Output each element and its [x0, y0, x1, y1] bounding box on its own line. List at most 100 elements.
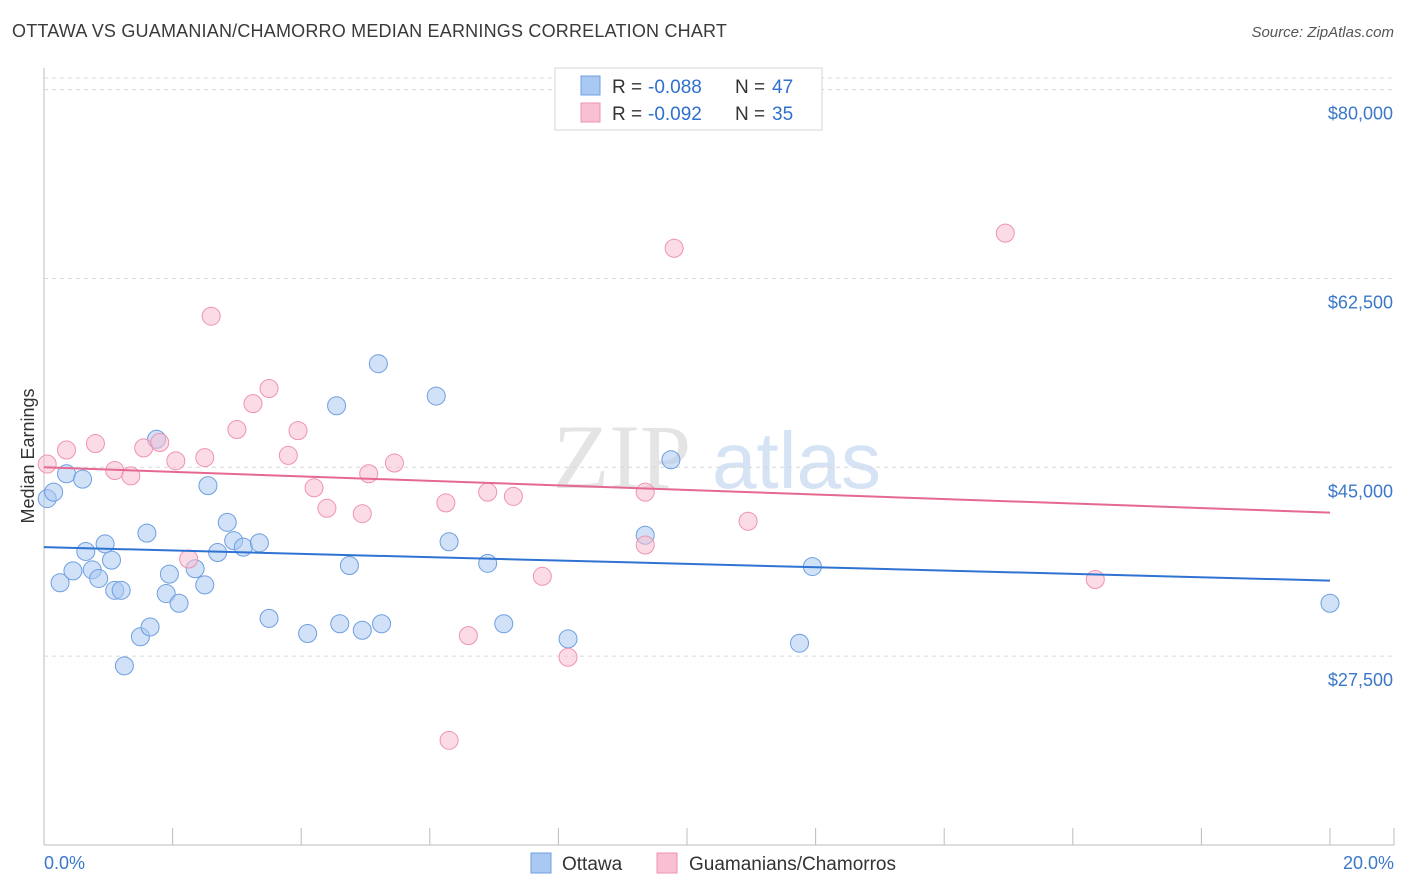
ottawa-point	[372, 614, 392, 634]
legend-n-label-ottawa: N =	[735, 77, 765, 98]
bottom-legend-label-guam: Guamanians/Chamorros	[689, 854, 896, 875]
ottawa-point	[259, 608, 279, 628]
ottawa-point	[44, 482, 64, 502]
chart-title: OTTAWA VS GUAMANIAN/CHAMORRO MEDIAN EARN…	[12, 21, 728, 41]
guamanian-point	[166, 451, 186, 471]
guamanian-point	[503, 486, 523, 506]
ottawa-point	[661, 450, 681, 470]
guamanian-point	[278, 445, 298, 465]
legend-r-value-ottawa: -0.088	[648, 77, 702, 98]
ottawa-point	[159, 564, 179, 584]
ottawa-point	[298, 623, 318, 643]
ottawa-point	[439, 532, 459, 552]
legend-swatch-guam	[580, 102, 601, 123]
ottawa-point	[327, 396, 347, 416]
ottawa-point	[169, 593, 189, 613]
y-tick-label: $45,000	[1328, 481, 1393, 501]
ottawa-point	[140, 617, 160, 637]
ottawa-point	[494, 614, 514, 634]
ottawa-trend-line	[43, 546, 1331, 582]
guamanian-point	[179, 549, 199, 569]
ottawa-point	[558, 629, 578, 649]
ottawa-point	[156, 584, 176, 604]
guamanian-point	[384, 453, 404, 473]
guamanian-point	[664, 238, 684, 258]
guamanian-point	[738, 511, 758, 531]
ottawa-point	[50, 573, 70, 593]
legend-swatch-ottawa	[580, 75, 601, 96]
guamanian-point	[558, 647, 578, 667]
guamanian-point	[352, 504, 372, 524]
ottawa-point	[73, 469, 93, 489]
guamanian-point	[1085, 570, 1105, 590]
watermark-atlas: atlas	[712, 416, 881, 505]
guamanian-point	[304, 478, 324, 498]
bottom-legend: Ottawa Guamanians/Chamorros	[530, 852, 896, 875]
guamanian-point	[201, 306, 221, 326]
ottawa-point	[368, 354, 388, 374]
ottawa-point	[352, 620, 372, 640]
guamanian-point	[243, 394, 263, 414]
x-tick-label-max: 20.0%	[1343, 853, 1394, 873]
guamanian-point	[227, 420, 247, 440]
legend-n-value-guam: 35	[772, 104, 793, 125]
ottawa-point	[198, 476, 218, 496]
ottawa-point	[478, 553, 498, 573]
x-tick-marks	[43, 828, 1395, 845]
ottawa-point	[330, 614, 350, 634]
source-label: Source: ZipAtlas.com	[1251, 24, 1394, 41]
guamanian-point	[995, 223, 1015, 243]
ottawa-point	[339, 555, 359, 575]
y-tick-labels: $80,000 $62,500 $45,000 $27,500	[1328, 104, 1393, 691]
guamanian-point	[478, 482, 498, 502]
guamanian-point	[134, 438, 154, 458]
ottawa-point	[111, 580, 131, 600]
ottawa-point	[1320, 593, 1340, 613]
watermark: ZIP atlas	[553, 406, 881, 508]
guamanian-point	[532, 566, 552, 586]
guamanian-point	[439, 730, 459, 750]
ottawa-point	[195, 575, 215, 595]
y-tick-label: $62,500	[1328, 292, 1393, 312]
legend-r-label-ottawa: R =	[612, 77, 642, 98]
guamanian-point	[37, 454, 57, 474]
legend-box: R = -0.088 N = 47 R = -0.092 N = 35	[554, 67, 823, 131]
guamanian-point	[195, 448, 215, 468]
guamanian-point	[288, 421, 308, 441]
bottom-legend-swatch-guam	[656, 852, 678, 874]
guamanian-point	[317, 498, 337, 518]
guamanian-point	[85, 434, 105, 454]
ottawa-point	[114, 656, 134, 676]
y-axis-label: Median Earnings	[18, 388, 38, 523]
x-tick-label-min: 0.0%	[44, 853, 85, 873]
bottom-legend-label-ottawa: Ottawa	[562, 854, 623, 875]
ottawa-point	[95, 534, 115, 554]
legend-n-value-ottawa: 47	[772, 77, 793, 98]
ottawa-point	[63, 561, 83, 581]
ottawa-points	[37, 354, 1340, 676]
bottom-legend-swatch-ottawa	[530, 852, 552, 874]
guamanian-trend-line	[43, 466, 1331, 514]
ottawa-point	[89, 568, 109, 588]
guamanian-point	[150, 432, 170, 452]
ottawa-point	[102, 550, 122, 570]
ottawa-point	[137, 523, 157, 543]
legend-n-label-guam: N =	[735, 104, 765, 125]
y-tick-label: $27,500	[1328, 670, 1393, 690]
legend-r-value-guam: -0.092	[648, 104, 702, 125]
ottawa-point	[249, 533, 269, 553]
guamanian-point	[635, 482, 655, 502]
guamanian-points	[37, 223, 1105, 750]
legend-r-label-guam: R =	[612, 104, 642, 125]
guamanian-point	[436, 493, 456, 513]
y-tick-label: $80,000	[1328, 104, 1393, 124]
guamanian-point	[259, 379, 279, 399]
guamanian-point	[57, 440, 77, 460]
trend-lines	[43, 466, 1331, 582]
ottawa-point	[790, 633, 810, 653]
ottawa-point	[426, 386, 446, 406]
guamanian-point	[458, 626, 478, 646]
ottawa-point	[217, 512, 237, 532]
guamanian-point	[635, 535, 655, 555]
